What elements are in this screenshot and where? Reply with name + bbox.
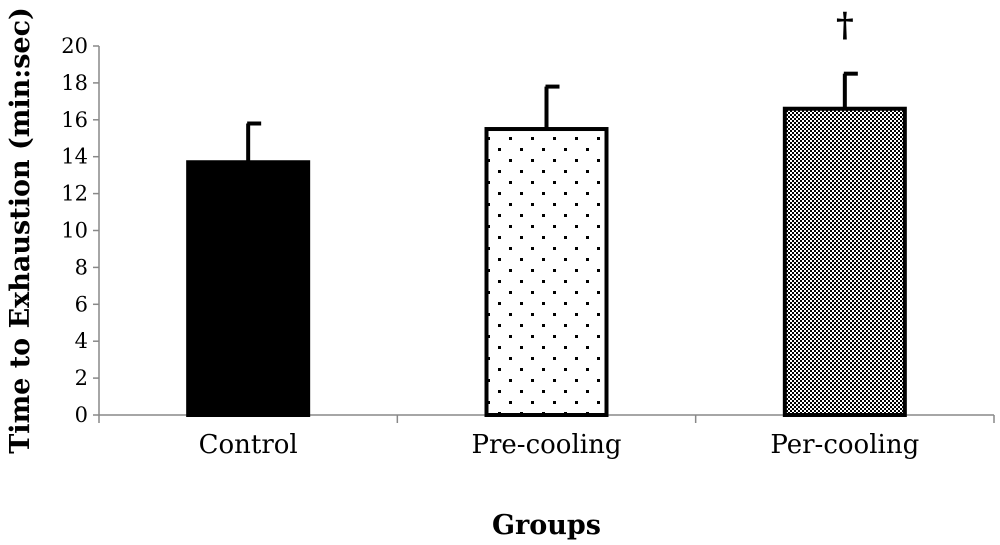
y-tick-label: 12 bbox=[61, 182, 88, 206]
x-category-label: Per-cooling bbox=[770, 430, 919, 460]
y-tick-label: 2 bbox=[75, 366, 88, 390]
significance-marker: † bbox=[836, 6, 854, 46]
y-tick-label: 10 bbox=[61, 219, 88, 243]
y-axis-ticks: 0 2 4 6 8 10 12 14 16 18 20 bbox=[61, 34, 99, 427]
y-tick-label: 6 bbox=[75, 292, 88, 316]
x-category-label: Pre-cooling bbox=[472, 430, 622, 460]
bar-control bbox=[186, 160, 311, 417]
bar-pre-cooling bbox=[484, 127, 609, 417]
bars bbox=[186, 106, 907, 417]
y-tick-label: 14 bbox=[61, 145, 88, 169]
x-category-label: Control bbox=[199, 430, 298, 460]
y-tick-label: 20 bbox=[61, 34, 88, 58]
y-tick-label: 4 bbox=[75, 329, 88, 353]
y-tick-label: 18 bbox=[61, 71, 88, 95]
y-axis-title: Time to Exhaustion (min:sec) bbox=[5, 7, 36, 454]
x-axis-title: Groups bbox=[492, 510, 601, 541]
y-tick-label: 16 bbox=[61, 108, 88, 132]
x-axis-category-labels: Control Pre-cooling Per-cooling bbox=[199, 430, 920, 460]
annotations: † bbox=[836, 6, 854, 46]
y-tick-label: 0 bbox=[75, 403, 88, 427]
y-tick-label: 8 bbox=[75, 255, 88, 279]
error-bars bbox=[246, 71, 858, 163]
bar-per-cooling bbox=[782, 106, 907, 417]
